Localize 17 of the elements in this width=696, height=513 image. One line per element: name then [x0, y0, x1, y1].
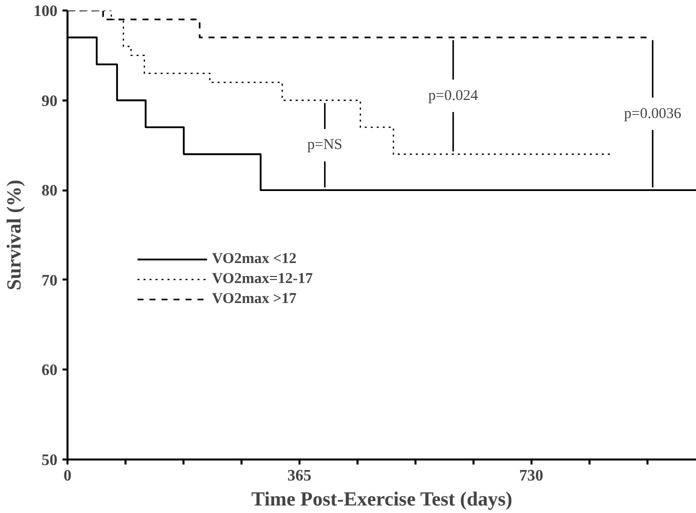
annotation: p=0.024 [428, 88, 479, 104]
y-tick-label: 60 [42, 362, 58, 380]
y-tick-label: 80 [42, 182, 58, 200]
y-tick-label: 100 [34, 3, 58, 20]
x-tick-label: 0 [64, 468, 72, 484]
y-tick-label: 50 [42, 452, 58, 469]
x-tick-label: 730 [519, 468, 544, 484]
legend-label: VO2max >17 [212, 290, 296, 308]
y-tick-label: 90 [42, 92, 58, 110]
annotation: p=NS [307, 137, 342, 154]
x-axis-title: Time Post-Exercise Test (days) [251, 488, 512, 510]
y-tick-label: 70 [42, 272, 58, 290]
x-tick-label: 365 [287, 468, 312, 484]
legend-label: VO2max=12-17 [212, 270, 313, 288]
y-axis-title: Survival (%) [4, 180, 26, 290]
legend-label: VO2max <12 [212, 250, 296, 268]
annotation: p=0.0036 [624, 106, 682, 122]
